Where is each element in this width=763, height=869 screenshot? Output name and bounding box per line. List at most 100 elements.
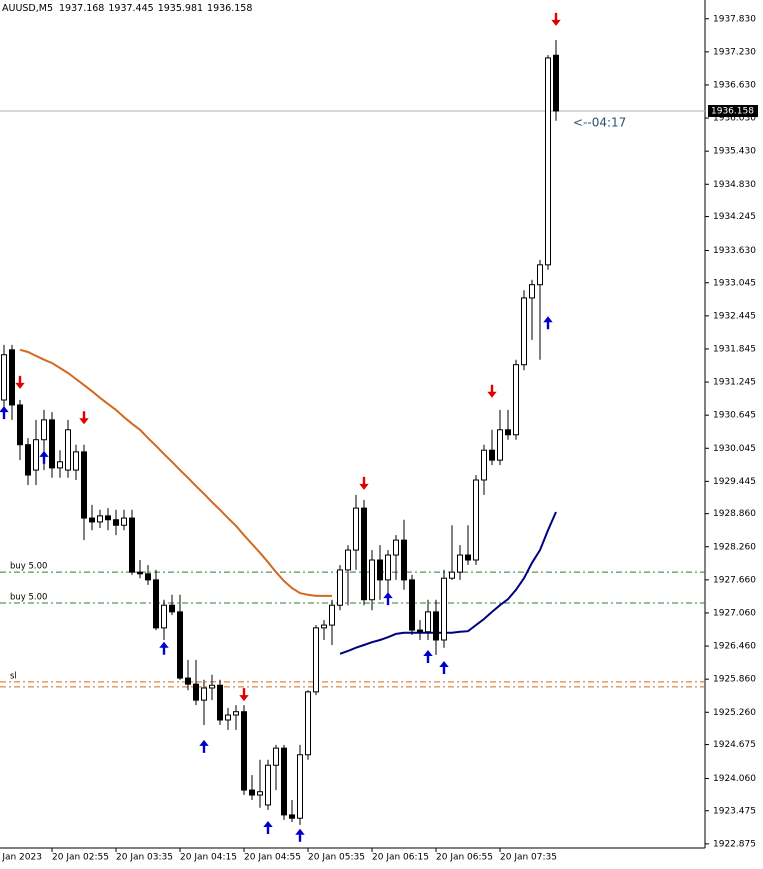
candle <box>273 744 279 791</box>
candle <box>241 705 247 796</box>
candle-body <box>481 449 487 481</box>
header-low: 1935.981 <box>158 3 203 14</box>
candle-body <box>377 559 383 581</box>
candle <box>249 775 255 800</box>
candle <box>1 344 7 419</box>
candle <box>353 494 359 570</box>
candle-body <box>57 461 63 469</box>
candle <box>385 550 391 595</box>
candle-body <box>89 517 95 523</box>
y-tick-label: 1928.860 <box>713 509 756 519</box>
candle <box>305 690 311 760</box>
candle <box>33 419 39 485</box>
header-close: 1936.158 <box>207 3 252 14</box>
candle <box>289 800 295 823</box>
sell-arrow <box>239 688 249 702</box>
indicator-line <box>339 511 557 655</box>
candle <box>177 594 183 680</box>
buy-arrow <box>543 316 553 330</box>
candle-body <box>265 764 271 806</box>
candle-body <box>129 517 135 573</box>
candle-body <box>153 579 159 629</box>
candle-body <box>217 684 223 721</box>
candle <box>105 508 111 531</box>
x-tick-label: 20 Jan 04:15 <box>180 853 237 863</box>
candle <box>337 564 343 611</box>
candle <box>417 620 423 640</box>
x-date-label: 20 Jan 2023 <box>0 853 42 863</box>
candle <box>481 444 487 495</box>
candle <box>81 444 87 541</box>
x-tick-label: 20 Jan 07:35 <box>500 853 557 863</box>
candle <box>233 705 239 730</box>
trade-level-label: sl <box>10 671 17 681</box>
candle <box>433 599 439 655</box>
candle-body <box>257 791 263 796</box>
candle-body <box>457 554 463 573</box>
candle-body <box>361 507 367 601</box>
candle <box>113 509 119 536</box>
header-open: 1937.168 <box>59 3 104 14</box>
y-tick-label: 1922.875 <box>713 839 756 849</box>
y-tick-label: 1924.060 <box>713 774 756 784</box>
candle-body <box>505 429 511 436</box>
candle-body <box>489 449 495 461</box>
candle <box>513 359 519 440</box>
candle <box>121 509 127 531</box>
y-tick-label: 1925.260 <box>713 708 756 718</box>
y-tick-label: 1931.845 <box>713 344 756 354</box>
candle-body <box>9 349 15 406</box>
candle <box>153 569 159 631</box>
y-tick-label: 1935.430 <box>713 147 756 157</box>
sell-arrow <box>359 476 369 490</box>
candle-body <box>137 571 143 575</box>
y-tick-label: 1926.460 <box>713 642 756 652</box>
candle <box>545 55 551 270</box>
candle-body <box>233 711 239 716</box>
candle-body <box>113 519 119 526</box>
candle <box>217 679 223 725</box>
y-tick-label: 1923.475 <box>713 806 756 816</box>
y-tick-label: 1925.860 <box>713 675 756 685</box>
candle <box>97 509 103 528</box>
buy-arrow <box>0 406 9 420</box>
y-tick-label: 1936.630 <box>713 80 756 90</box>
y-tick-label: 1924.675 <box>713 740 756 750</box>
y-tick-label: 1934.830 <box>713 180 756 190</box>
candle-body <box>345 549 351 571</box>
candle <box>473 475 479 565</box>
candle-body <box>121 517 127 526</box>
candle <box>313 625 319 696</box>
y-tick-label: 1927.660 <box>713 575 756 585</box>
candle-body <box>209 684 215 689</box>
candle-body <box>17 404 23 446</box>
candle-body <box>497 429 503 461</box>
candle-body <box>553 54 559 112</box>
candle-body <box>65 429 71 471</box>
candle-body <box>73 451 79 471</box>
candle-body <box>169 604 175 613</box>
candle <box>129 509 135 575</box>
x-tick-label: 20 Jan 05:35 <box>308 853 365 863</box>
y-tick-label: 1930.045 <box>713 444 756 454</box>
candle-body <box>313 627 319 693</box>
candle-body <box>177 611 183 679</box>
sell-arrow <box>551 12 561 26</box>
candle <box>25 438 31 485</box>
candle <box>441 569 447 648</box>
candle-body <box>353 507 359 551</box>
candle-body <box>393 539 399 556</box>
sell-arrow <box>15 375 25 389</box>
x-tick-label: 20 Jan 04:55 <box>244 853 301 863</box>
y-tick-label: 1927.060 <box>713 608 756 618</box>
y-tick-label: 1928.260 <box>713 542 756 552</box>
candle <box>265 759 271 810</box>
chart-header: AUUSD,M5 1937.168 1937.445 1935.981 1936.158 <box>2 3 252 14</box>
candle-body <box>369 559 375 601</box>
chart-title: AUUSD,M5 <box>2 3 53 14</box>
candle-body <box>529 284 535 299</box>
candle <box>345 545 351 606</box>
y-tick-label: 1931.245 <box>713 378 756 388</box>
countdown: <--04:17 <box>573 116 626 130</box>
